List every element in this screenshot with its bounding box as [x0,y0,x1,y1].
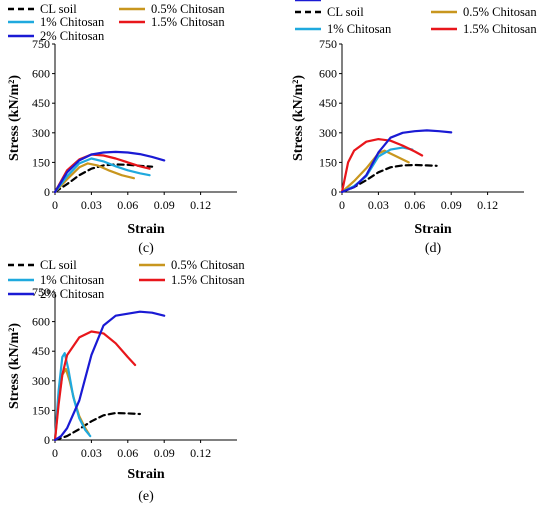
legend-entry: 0.5% Chitosan [463,5,537,19]
y-tick-label: 300 [32,374,50,388]
panel-label: (d) [425,241,442,256]
y-tick-label: 600 [32,67,50,81]
x-tick-label: 0.12 [477,198,498,212]
x-tick-label: 0.09 [154,198,175,212]
y-tick-label: 300 [319,126,337,140]
series-line-4 [340,138,424,194]
y-tick-label: 150 [32,403,50,417]
series-line-3 [53,157,151,194]
series-line-3 [53,352,92,442]
legend-entry: CL soil [40,2,77,16]
legend-entry: 0.5% Chitosan [171,258,245,272]
legend-entry: 1% Chitosan [327,22,392,36]
x-tick-label: 0.12 [190,198,211,212]
x-tick-label: 0.09 [441,198,462,212]
x-tick-label: 0.06 [117,198,138,212]
x-tick-label: 0.03 [81,198,102,212]
series-line-5 [53,150,166,194]
legend-entry: 1.5% Chitosan [151,15,225,29]
y-tick-label: 150 [319,155,337,169]
series-line-5 [53,310,166,442]
y-tick-label: 450 [32,344,50,358]
y-tick-label: 0 [331,185,337,199]
x-tick-label: 0.06 [117,446,138,460]
series-line-1 [53,163,154,194]
y-tick-label: 300 [32,126,50,140]
x-tick-label: 0.03 [81,446,102,460]
legend-entry: 2% Chitosan [40,29,105,43]
chart-panel-1: 0 150 300 450 600 750 0 0.03 0.06 0.09 0.12 CL soil… [7,2,237,256]
x-tick-label: 0.03 [368,198,389,212]
y-tick-label: 600 [319,67,337,81]
x-tick-label: 0.12 [190,446,211,460]
chart-panel-3: 0 150 300 450 600 750 0 0.03 0.06 0.09 0.12 CL soil… [7,258,245,504]
series-line-2 [53,162,135,194]
panel-label: (c) [138,241,154,256]
y-axis-title: Stress (kN/m²) [7,75,22,161]
x-axis-title: Strain [127,467,165,482]
y-tick-label: 750 [32,37,50,51]
series-line-4 [53,153,151,194]
x-tick-label: 0.09 [154,446,175,460]
legend-entry: 1% Chitosan [40,273,105,287]
legend-entry: 1.5% Chitosan [463,22,537,36]
y-tick-label: 450 [319,96,337,110]
y-axis-title: Stress (kN/m²) [7,323,22,409]
series-line-5 [340,129,453,194]
panel-label: (e) [138,489,154,504]
legend-entry: 1% Chitosan [40,15,105,29]
legend-entry: CL soil [40,258,77,272]
legend-entry: CL soil [327,5,364,19]
x-tick-label: 0 [339,198,345,212]
chart-panel-2: 0 150 300 450 600 750 0 0.03 0.06 0.09 0.12 CL soil… [291,0,537,256]
x-tick-label: 0 [52,198,58,212]
y-tick-label: 450 [32,96,50,110]
legend-entry: 0.5% Chitosan [151,2,225,16]
y-tick-label: 750 [319,37,337,51]
x-tick-label: 0.06 [404,198,425,212]
y-tick-label: 150 [32,155,50,169]
y-tick-label: 0 [44,433,50,447]
x-axis-title: Strain [414,222,452,237]
y-axis-title: Stress (kN/m²) [291,75,306,161]
y-tick-label: 600 [32,315,50,329]
series-line-1 [340,163,438,194]
x-tick-label: 0 [52,446,58,460]
y-tick-label: 750 [32,285,50,299]
series-line-1 [53,411,141,442]
series-line-4 [53,330,137,442]
legend-entry: 2% Chitosan [40,287,105,301]
legend-entry: 1.5% Chitosan [171,273,245,287]
x-axis-title: Strain [127,222,165,237]
legend-entry: 2% Chitosan [327,0,392,3]
y-tick-label: 0 [44,185,50,199]
